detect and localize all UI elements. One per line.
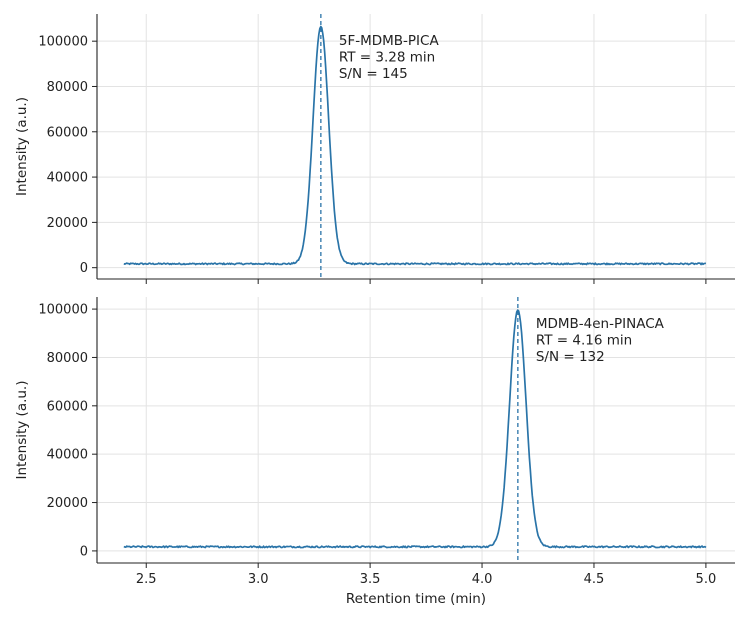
y-tick-label: 0: [80, 261, 88, 276]
y-tick-label: 80000: [47, 351, 88, 366]
y-tick-label: 60000: [47, 399, 88, 414]
x-axis-label: Retention time (min): [346, 591, 486, 607]
x-tick-label: 3.5: [360, 572, 381, 587]
x-tick-label: 4.0: [472, 572, 493, 587]
x-tick-label: 4.5: [584, 572, 605, 587]
peak-annotation-line: 5F-MDMB-PICA: [339, 33, 440, 49]
y-tick-label: 40000: [47, 171, 88, 186]
y-axis-label: Intensity (a.u.): [14, 381, 30, 480]
peak-annotation-line: S/N = 145: [339, 66, 408, 82]
chromatogram-trace: [123, 25, 707, 266]
y-tick-label: 100000: [38, 303, 88, 318]
x-tick-label: 3.0: [248, 572, 269, 587]
y-tick-label: 20000: [47, 496, 88, 511]
peak-annotation-line: RT = 4.16 min: [536, 333, 632, 349]
x-tick-label: 2.5: [136, 572, 157, 587]
peak-annotation-line: S/N = 132: [536, 349, 605, 365]
y-axis-label: Intensity (a.u.): [14, 97, 30, 196]
peak-annotation-line: RT = 3.28 min: [339, 50, 435, 66]
y-tick-label: 100000: [38, 35, 88, 50]
chromatogram-trace: [123, 309, 707, 549]
y-tick-label: 0: [80, 544, 88, 559]
y-tick-label: 60000: [47, 125, 88, 140]
y-tick-label: 80000: [47, 80, 88, 95]
x-tick-label: 5.0: [696, 572, 717, 587]
peak-annotation-line: MDMB-4en-PINACA: [536, 316, 665, 332]
y-tick-label: 40000: [47, 448, 88, 463]
y-tick-label: 20000: [47, 216, 88, 231]
